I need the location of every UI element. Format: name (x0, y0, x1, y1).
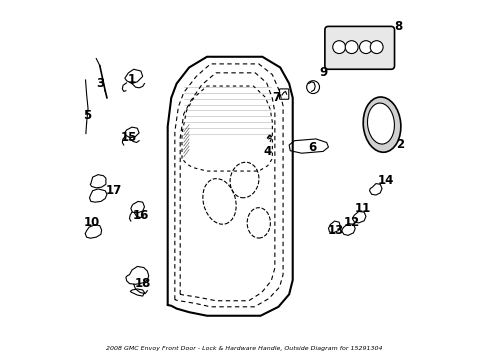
Text: 9: 9 (318, 66, 326, 79)
Polygon shape (130, 289, 144, 296)
Text: 4: 4 (263, 145, 271, 158)
FancyBboxPatch shape (324, 26, 394, 69)
Ellipse shape (367, 103, 394, 144)
FancyBboxPatch shape (279, 89, 288, 99)
Text: 17: 17 (106, 184, 122, 197)
Circle shape (369, 41, 382, 54)
Text: 7: 7 (272, 91, 280, 104)
Circle shape (306, 81, 319, 94)
Polygon shape (328, 221, 340, 233)
Polygon shape (131, 202, 144, 213)
Polygon shape (124, 127, 139, 138)
Text: 15: 15 (120, 131, 136, 144)
Text: 14: 14 (377, 174, 393, 186)
Text: 8: 8 (393, 20, 402, 33)
Polygon shape (90, 175, 106, 188)
Text: 12: 12 (343, 216, 359, 229)
Text: 2008 GMC Envoy Front Door - Lock & Hardware Handle, Outside Diagram for 15291304: 2008 GMC Envoy Front Door - Lock & Hardw… (106, 346, 382, 351)
Text: 16: 16 (132, 209, 149, 222)
Text: 2: 2 (395, 138, 403, 151)
Text: 10: 10 (83, 216, 100, 229)
Circle shape (359, 41, 372, 54)
Text: 18: 18 (134, 277, 151, 290)
Text: 11: 11 (353, 202, 370, 215)
Polygon shape (341, 224, 354, 235)
Polygon shape (369, 184, 381, 195)
Text: 13: 13 (327, 224, 343, 237)
Polygon shape (288, 139, 328, 153)
Circle shape (345, 41, 357, 54)
Polygon shape (124, 69, 142, 84)
Text: 6: 6 (307, 141, 316, 154)
Text: 5: 5 (83, 109, 91, 122)
Polygon shape (89, 189, 107, 202)
Text: 3: 3 (96, 77, 103, 90)
Polygon shape (85, 225, 102, 238)
Text: 1: 1 (128, 73, 136, 86)
Circle shape (332, 41, 345, 54)
Ellipse shape (363, 97, 400, 152)
Polygon shape (125, 266, 148, 284)
Polygon shape (352, 211, 365, 223)
